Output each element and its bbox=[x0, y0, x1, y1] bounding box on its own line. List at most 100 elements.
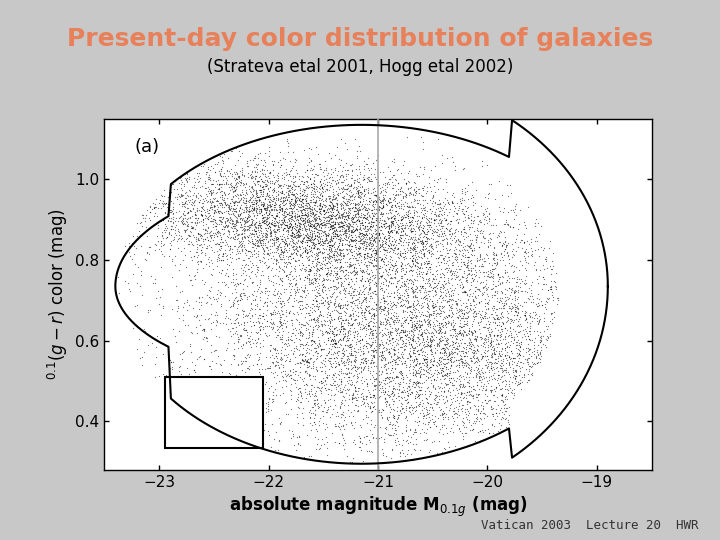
Point bbox=[374, 380, 386, 389]
Point bbox=[492, 359, 503, 367]
Point bbox=[488, 369, 500, 378]
Point bbox=[163, 227, 175, 236]
Point bbox=[182, 220, 194, 228]
Point bbox=[264, 192, 275, 201]
Point bbox=[448, 376, 459, 385]
Point bbox=[467, 245, 478, 254]
Point bbox=[539, 341, 550, 349]
Point bbox=[233, 241, 245, 250]
Point bbox=[358, 322, 369, 331]
Point bbox=[367, 351, 379, 360]
Point bbox=[439, 193, 451, 202]
Point bbox=[385, 353, 397, 361]
Point bbox=[332, 349, 343, 357]
Point bbox=[192, 248, 203, 256]
Point bbox=[222, 221, 234, 230]
Point bbox=[315, 358, 326, 367]
Point bbox=[426, 214, 437, 223]
Point bbox=[153, 237, 164, 246]
Point bbox=[470, 409, 482, 418]
Point bbox=[296, 187, 307, 195]
Point bbox=[279, 236, 291, 245]
Point bbox=[322, 231, 333, 240]
Point bbox=[241, 213, 253, 222]
Point bbox=[179, 174, 191, 183]
Point bbox=[457, 432, 469, 441]
Point bbox=[245, 230, 256, 239]
Point bbox=[369, 346, 381, 354]
Point bbox=[520, 311, 531, 320]
Point bbox=[396, 369, 408, 377]
Point bbox=[261, 202, 273, 211]
Point bbox=[450, 376, 462, 385]
Point bbox=[415, 408, 426, 417]
Point bbox=[280, 271, 292, 280]
Point bbox=[497, 311, 508, 320]
Point bbox=[333, 438, 344, 447]
Point bbox=[372, 204, 384, 213]
Point bbox=[546, 314, 557, 323]
Point bbox=[262, 397, 274, 406]
Point bbox=[487, 390, 498, 399]
Point bbox=[539, 327, 550, 336]
Point bbox=[304, 310, 315, 319]
Point bbox=[303, 387, 315, 395]
Point bbox=[284, 259, 296, 267]
Point bbox=[488, 259, 500, 268]
Point bbox=[463, 266, 474, 274]
Point bbox=[282, 298, 294, 306]
Point bbox=[380, 208, 392, 217]
Point bbox=[256, 376, 268, 385]
Point bbox=[447, 413, 459, 422]
Point bbox=[481, 204, 492, 213]
Point bbox=[397, 199, 409, 208]
Point bbox=[215, 219, 226, 228]
Point bbox=[322, 211, 333, 220]
Point bbox=[377, 240, 388, 248]
Point bbox=[228, 271, 239, 279]
Point bbox=[410, 262, 421, 271]
Point bbox=[195, 231, 207, 239]
Point bbox=[350, 347, 361, 356]
Point bbox=[315, 362, 326, 371]
Point bbox=[211, 180, 222, 188]
Point bbox=[203, 397, 215, 406]
Point bbox=[494, 256, 505, 265]
Point bbox=[315, 208, 326, 217]
Point bbox=[485, 325, 497, 334]
Point bbox=[400, 261, 411, 269]
Point bbox=[343, 224, 354, 233]
Point bbox=[402, 398, 413, 407]
Point bbox=[327, 335, 338, 343]
Point bbox=[330, 330, 341, 339]
Point bbox=[326, 214, 338, 222]
Point bbox=[370, 271, 382, 280]
Point bbox=[379, 383, 390, 392]
Point bbox=[457, 393, 469, 402]
Point bbox=[181, 193, 192, 202]
Point bbox=[261, 264, 273, 273]
Point bbox=[274, 227, 285, 235]
Point bbox=[215, 235, 227, 244]
Point bbox=[248, 296, 259, 305]
Point bbox=[324, 283, 336, 292]
Point bbox=[342, 279, 354, 288]
Point bbox=[182, 321, 194, 330]
Point bbox=[383, 225, 395, 233]
Point bbox=[469, 336, 481, 345]
Point bbox=[303, 252, 315, 260]
Point bbox=[533, 319, 544, 328]
Point bbox=[416, 359, 428, 368]
Point bbox=[441, 220, 453, 228]
Point bbox=[320, 220, 331, 229]
Point bbox=[252, 241, 264, 249]
Point bbox=[522, 354, 534, 362]
Point bbox=[449, 248, 460, 257]
Point bbox=[520, 347, 531, 356]
Point bbox=[339, 205, 351, 214]
Point bbox=[232, 399, 243, 408]
Point bbox=[377, 353, 388, 361]
Point bbox=[238, 319, 250, 328]
Point bbox=[379, 324, 391, 333]
Point bbox=[444, 205, 456, 213]
